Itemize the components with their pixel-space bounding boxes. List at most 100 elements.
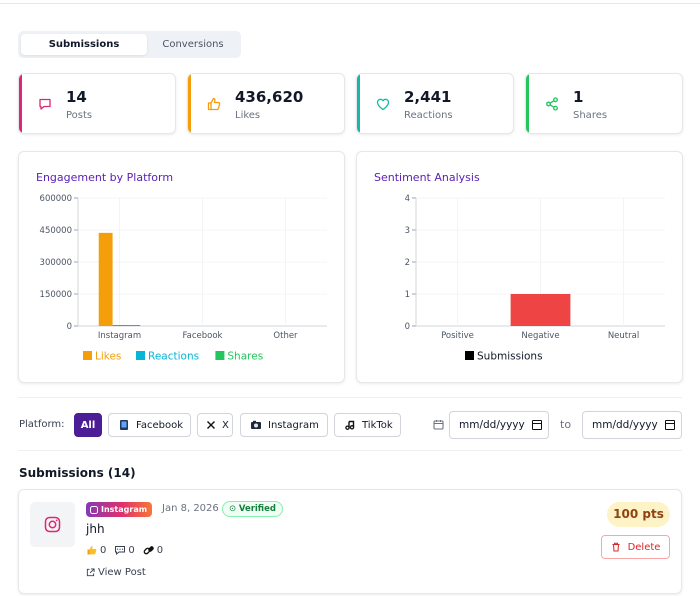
submission-date: Jan 8, 2026	[162, 503, 219, 514]
sentiment-chart-panel: Sentiment Analysis 0 1 2 3 4 Positive Negative…	[356, 151, 683, 383]
top-divider	[0, 0, 700, 4]
filter-facebook-button[interactable]: Facebook	[108, 413, 191, 437]
filter-tiktok-button[interactable]: TikTok	[334, 413, 401, 437]
y-tick-label: 2	[405, 258, 410, 268]
y-tick-label: 600000	[40, 194, 72, 204]
y-tick-label: 300000	[40, 258, 72, 268]
check-circle-icon: ⊙	[229, 504, 239, 514]
likes-label: Likes	[235, 110, 261, 121]
legend-swatch	[136, 351, 145, 360]
date-range-to-label: to	[560, 418, 572, 431]
posts-label: Posts	[66, 110, 93, 121]
tiktok-icon	[345, 420, 355, 430]
legend-swatch	[83, 351, 92, 360]
legend-label: Submissions	[477, 351, 543, 363]
y-tick-label: 450000	[40, 226, 72, 236]
stat-accent-bar	[188, 74, 191, 133]
filter-all-button[interactable]: All	[74, 413, 102, 437]
y-tick-label: 150000	[40, 290, 72, 300]
filter-x-label: X	[222, 419, 229, 431]
stat-card-shares: 1 Shares	[525, 73, 683, 134]
reactions-count: 2,441	[404, 88, 452, 106]
shares-metric: 0	[143, 544, 163, 556]
likes-count: 436,620	[235, 88, 304, 106]
engagement-chart-panel: Engagement by Platform 0 150000 300000 4500…	[18, 151, 345, 383]
status-badge: ⊙ Verified	[222, 501, 283, 517]
sentiment-chart: 0 1 2 3 4 Positive Negative Neutral Submissions	[405, 194, 665, 363]
shares-count: 0	[156, 544, 164, 556]
submission-card: Instagram Jan 8, 2026 ⊙ Verified jhh 0 0	[18, 489, 682, 594]
date-to-placeholder: mm/dd/yyyy	[592, 419, 658, 431]
legend-label: Shares	[227, 351, 263, 363]
divider	[18, 450, 682, 451]
legend-swatch	[465, 351, 474, 360]
x-tick-label: Instagram	[98, 331, 141, 341]
submission-text: jhh	[86, 522, 105, 536]
legend-swatch	[215, 351, 225, 360]
likes-count: 0	[100, 544, 107, 556]
stat-card-reactions: 2,441 Reactions	[356, 73, 514, 134]
bar-likes	[98, 232, 113, 326]
filter-instagram-label: Instagram	[268, 419, 319, 431]
delete-label: Delete	[627, 541, 661, 553]
share-icon	[546, 97, 558, 111]
y-tick-label: 3	[405, 226, 410, 236]
likes-metric: 0	[86, 544, 106, 556]
shares-count: 1	[573, 88, 584, 106]
submission-thumbnail	[30, 502, 75, 547]
trash-icon	[612, 542, 620, 552]
facebook-icon	[120, 420, 128, 430]
stat-accent-bar	[357, 74, 360, 133]
posts-count: 14	[66, 88, 87, 106]
stat-card-posts: 14 Posts	[18, 73, 176, 134]
date-from-placeholder: mm/dd/yyyy	[459, 419, 525, 431]
x-tick-label: Facebook	[183, 331, 223, 341]
thumbs-up-icon	[87, 546, 97, 555]
filter-x-button[interactable]: X	[197, 413, 233, 437]
status-label: Verified	[238, 504, 276, 514]
comment-icon	[115, 546, 126, 556]
instagram-icon	[251, 420, 261, 429]
date-from-input[interactable]: mm/dd/yyyy	[449, 411, 549, 439]
engagement-chart-title: Engagement by Platform	[36, 171, 174, 184]
calendar-picker-icon[interactable]	[532, 420, 542, 430]
sentiment-chart-title: Sentiment Analysis	[374, 171, 480, 184]
comments-count: 0	[128, 544, 135, 556]
engagement-chart: 0 150000 300000 450000 600000 Instagram Facebo…	[40, 194, 327, 363]
calendar-picker-icon[interactable]	[665, 420, 675, 430]
instagram-icon	[44, 516, 61, 533]
tab-conversions[interactable]: Conversions	[162, 39, 224, 50]
bar-submissions	[510, 294, 571, 326]
stat-accent-bar	[19, 74, 22, 133]
points-badge: 100 pts	[607, 502, 670, 527]
calendar-icon	[433, 420, 444, 430]
shares-label: Shares	[573, 110, 608, 121]
platform-badge-label: Instagram	[101, 505, 148, 514]
y-tick-label: 0	[67, 322, 72, 332]
date-to-input[interactable]: mm/dd/yyyy	[582, 411, 682, 439]
bar-shares	[126, 325, 141, 326]
message-square-icon	[39, 98, 51, 110]
filter-instagram-button[interactable]: Instagram	[240, 413, 328, 437]
filter-tiktok-label: TikTok	[362, 419, 393, 431]
y-tick-label: 4	[405, 194, 410, 204]
reactions-label: Reactions	[404, 110, 453, 121]
filter-facebook-label: Facebook	[136, 419, 183, 431]
tab-submissions[interactable]: Submissions	[21, 34, 147, 55]
view-post-label: View Post	[98, 567, 146, 578]
delete-button[interactable]: Delete	[601, 535, 670, 559]
heart-icon	[376, 98, 390, 111]
submissions-heading: Submissions (14)	[19, 466, 136, 480]
legend-label: Likes	[95, 351, 121, 363]
legend-label: Reactions	[148, 351, 199, 363]
submission-metrics: 0 0 0	[86, 544, 171, 556]
instagram-icon	[90, 505, 98, 514]
x-tick-label: Other	[273, 331, 298, 341]
comments-metric: 0	[114, 544, 135, 556]
platform-filter-label: Platform:	[19, 419, 65, 430]
y-tick-label: 1	[405, 290, 410, 300]
view-post-link[interactable]: View Post	[86, 567, 146, 578]
x-tick-label: Neutral	[608, 331, 639, 341]
external-link-icon	[86, 568, 95, 577]
view-tabs: Submissions Conversions	[18, 31, 241, 58]
